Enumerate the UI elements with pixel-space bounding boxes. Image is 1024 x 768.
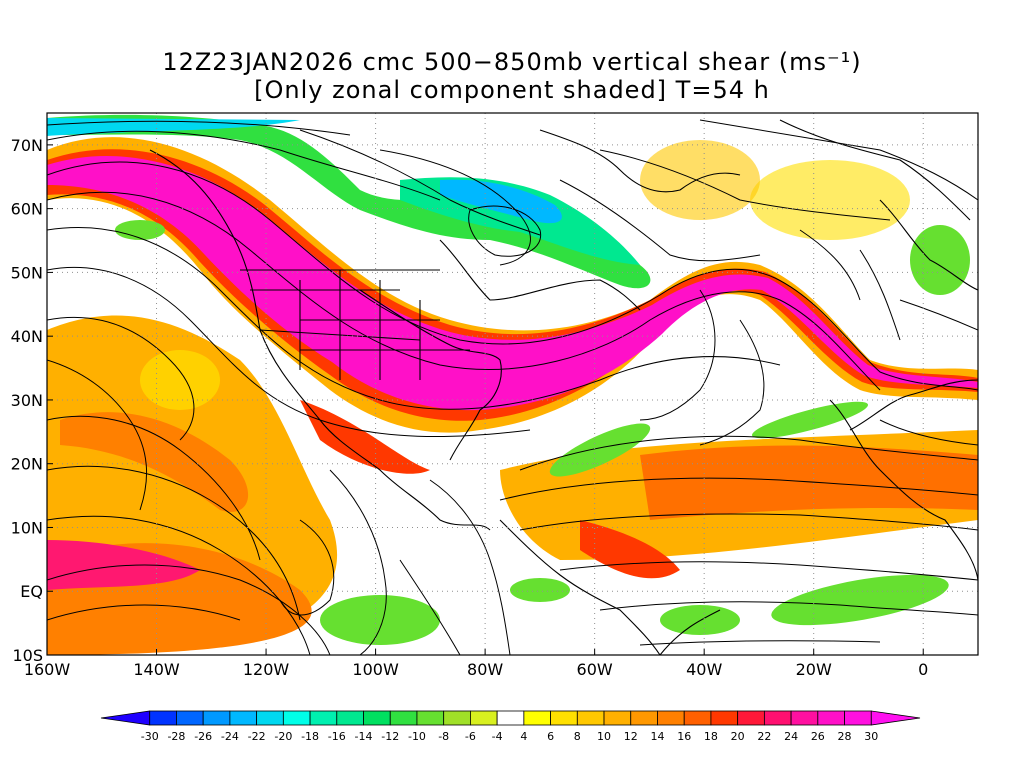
colorbar-swatch [176,710,204,726]
colorbar-swatch [256,710,284,726]
colorbar-label: 12 [624,730,638,743]
colorbar-label: -12 [381,730,399,743]
lat-tick-label: 30N [11,391,43,410]
colorbar-label: 10 [597,730,611,743]
coastlines [149,119,978,655]
colorbar-swatch [149,710,177,726]
colorbar-label: 4 [520,730,527,743]
colorbar-label: -28 [167,730,185,743]
colorbar-label: -14 [355,730,373,743]
map-title-line2: [Only zonal component shaded] T=54 h [254,76,770,104]
lon-tick-label: 140W [133,660,180,679]
colorbar-label: 6 [547,730,554,743]
lon-tick-label: 40W [686,660,722,679]
lon-tick-label: 60W [577,660,613,679]
colorbar-swatch [710,710,739,726]
graticule [47,113,978,655]
colorbar-label: 26 [811,730,825,743]
colorbar-label: 16 [677,730,691,743]
colorbar-label: 24 [784,730,798,743]
colorbar-label: -16 [328,730,346,743]
colorbar-label: -22 [248,730,266,743]
lon-tick-label: 100W [352,660,399,679]
colorbar-swatch [870,710,921,726]
colorbar-swatch [100,710,151,726]
lat-tick-label: 60N [11,200,43,219]
colorbar-swatch [389,710,418,726]
colorbar-label: 18 [704,730,718,743]
colorbar-label: -26 [194,730,212,743]
colorbar-swatch [737,710,765,726]
lon-tick-label: 120W [243,660,290,679]
colorbar-swatch [657,710,685,726]
colorbar-label: 14 [650,730,664,743]
map-frame [46,112,979,656]
axis-ticks: 160W 140W 120W 100W 80W 60W 40W 20W 0 10S EQ 10N 20N… [11,136,929,679]
lat-tick-label: 10N [11,518,43,537]
colorbar-swatch [336,710,364,726]
colorbar-swatch [229,710,258,726]
lat-tick-label: 70N [11,136,43,155]
colorbar-label: -6 [465,730,476,743]
colorbar-swatch [630,710,658,726]
lon-tick-label: 80W [467,660,503,679]
colorbar-swatch [496,710,525,726]
lat-tick-label: 40N [11,327,43,346]
colorbar-swatch [844,710,872,726]
colorbar-swatch [470,710,498,726]
streamlines [47,119,978,655]
lon-tick-label: 160W [24,660,71,679]
colorbar: -30 -28 -26 -24 -22 -20 -18 -16 -14 -12 -10 -8 -6 -4 4… [100,710,921,743]
colorbar-swatch [416,710,445,726]
map-title-line1: 12Z23JAN2026 cmc 500−850mb vertical shea… [162,48,862,76]
lat-tick-label: 50N [11,263,43,282]
colorbar-label: 28 [838,730,852,743]
colorbar-label: 20 [731,730,745,743]
lon-tick-label: 0 [918,660,928,679]
lon-tick-label: 20W [796,660,832,679]
colorbar-swatch [282,710,311,726]
colorbar-label: -10 [408,730,426,743]
colorbar-swatch [763,710,792,726]
colorbar-swatch [576,710,605,726]
colorbar-swatch [523,710,551,726]
colorbar-label: -4 [492,730,503,743]
colorbar-label: -20 [274,730,292,743]
colorbar-label: 22 [757,730,771,743]
colorbar-swatch [363,710,391,726]
colorbar-label: -30 [141,730,159,743]
shaded-field [47,113,978,655]
lat-tick-label: 20N [11,455,43,474]
colorbar-swatch [683,710,712,726]
colorbar-label: -8 [438,730,449,743]
colorbar-swatch [550,710,578,726]
colorbar-swatch [202,710,231,726]
colorbar-label: 8 [574,730,581,743]
colorbar-swatch [817,710,845,726]
colorbar-label: 30 [864,730,878,743]
lat-tick-label: EQ [20,582,43,601]
colorbar-swatch [603,710,632,726]
colorbar-label: -24 [221,730,239,743]
colorbar-swatch [309,710,338,726]
colorbar-swatch [443,710,471,726]
colorbar-swatch [790,710,819,726]
lat-tick-label: 10S [12,646,43,665]
colorbar-label: -18 [301,730,319,743]
